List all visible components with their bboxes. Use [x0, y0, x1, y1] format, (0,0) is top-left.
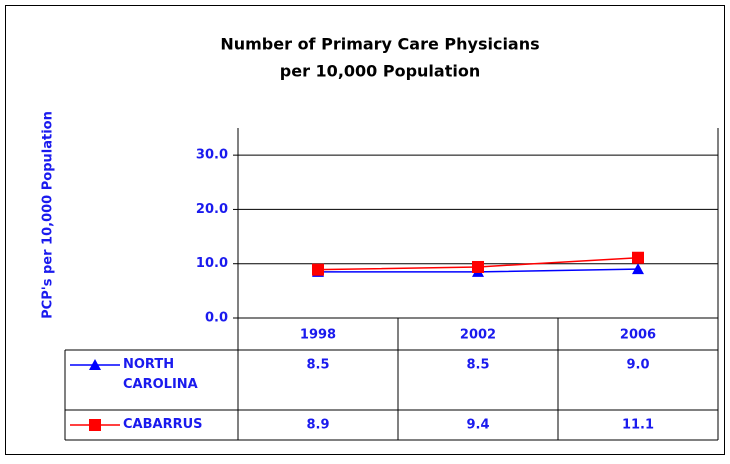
- data-label: 9.0: [626, 358, 649, 373]
- x-tick-label: 2002: [460, 328, 496, 343]
- legend-item: NORTH CAROLINA: [123, 357, 198, 392]
- y-axis-label: PCP's per 10,000 Population: [41, 111, 56, 319]
- y-tick-label: 30.0: [196, 148, 228, 163]
- marker: [472, 260, 484, 273]
- marker: [89, 359, 101, 370]
- data-label: 11.1: [622, 418, 654, 433]
- y-tick-label: 0.0: [205, 311, 228, 326]
- y-tick-label: 20.0: [196, 202, 228, 217]
- legend-label: CABARRUS: [123, 417, 203, 432]
- data-label: 8.5: [306, 358, 329, 373]
- x-tick-label: 1998: [300, 328, 336, 343]
- legend-item: CABARRUS: [123, 417, 203, 432]
- data-label: 9.4: [466, 418, 489, 433]
- x-tick-label: 2006: [620, 328, 656, 343]
- y-tick-label: 10.0: [196, 256, 228, 271]
- marker: [89, 419, 101, 431]
- data-label: 8.5: [466, 358, 489, 373]
- chart-title: Number of Primary Care Physicians: [220, 35, 539, 54]
- marker: [312, 263, 324, 276]
- frame: [5, 5, 725, 455]
- chart-subtitle: per 10,000 Population: [280, 62, 480, 81]
- legend-label: NORTH CAROLINA: [123, 357, 198, 392]
- data-label: 8.9: [306, 418, 329, 433]
- marker: [632, 251, 644, 264]
- marker: [632, 263, 644, 275]
